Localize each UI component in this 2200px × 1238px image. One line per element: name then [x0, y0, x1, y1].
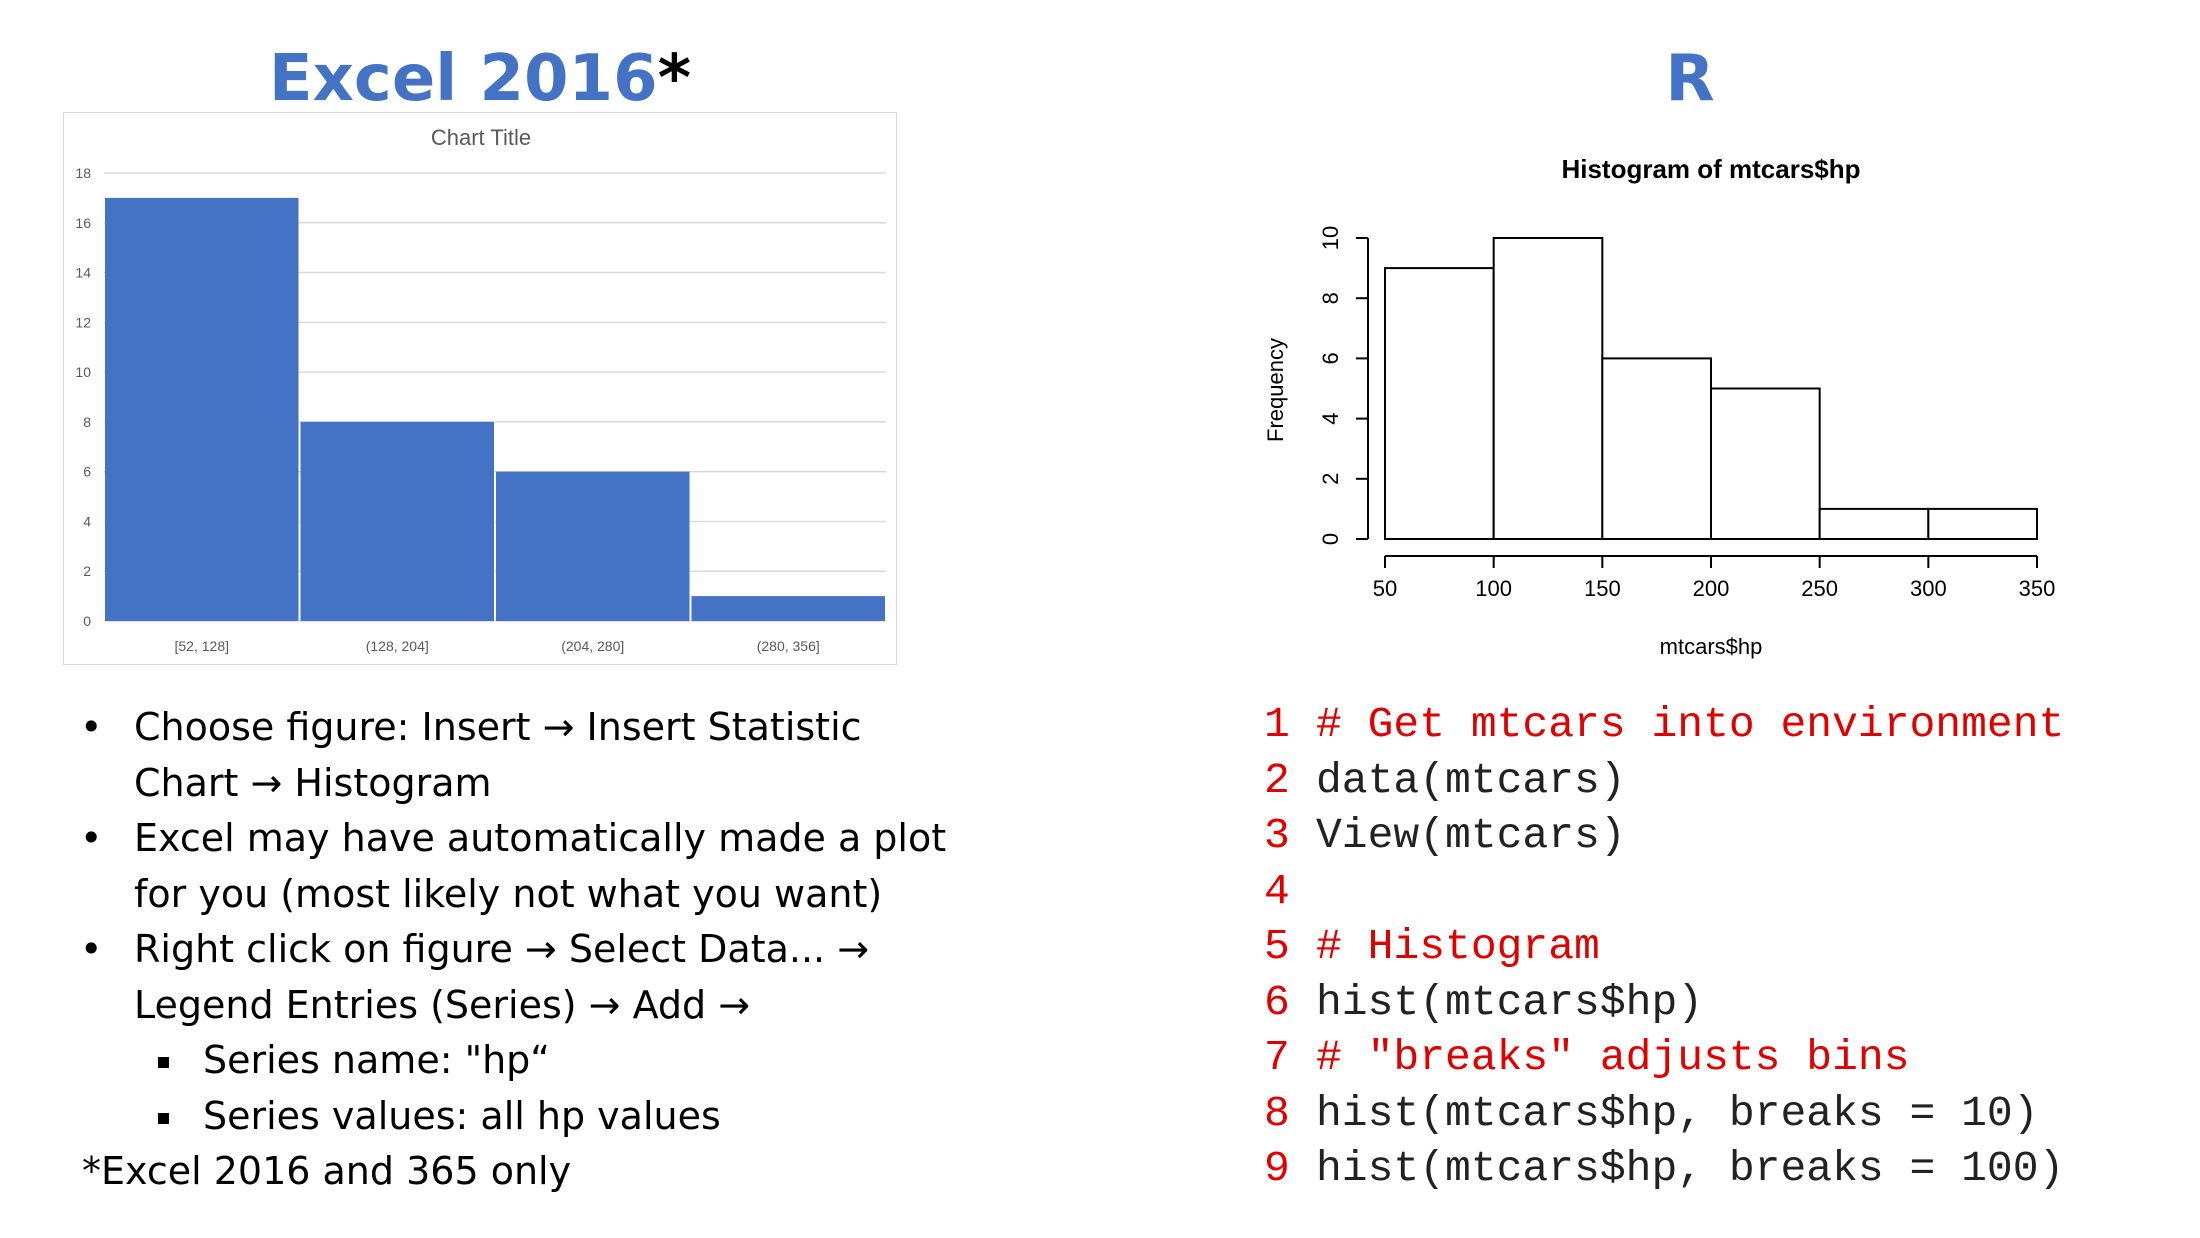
code-line: 3 View(mtcars) — [1264, 808, 2194, 864]
instruction-bullet: Choose figure: Insert → Insert Statistic… — [80, 700, 980, 811]
histogram-bar — [1384, 267, 1495, 540]
line-number: 9 — [1264, 1144, 1290, 1193]
code-text: hist(mtcars$hp, breaks = 10) — [1316, 1088, 2039, 1138]
histogram-bar — [691, 596, 885, 621]
r-heading: R — [1665, 42, 1715, 116]
code-line: 5 # Histogram — [1264, 919, 2194, 975]
histogram-bar — [105, 197, 299, 621]
line-number: 2 — [1264, 755, 1290, 805]
code-line: 9 hist(mtcars$hp, breaks = 100) — [1264, 1141, 2194, 1197]
x-tick-label: (128, 204] — [366, 638, 429, 654]
y-tick-label: 4 — [83, 513, 91, 529]
line-number: 8 — [1264, 1088, 1290, 1138]
line-number: 3 — [1264, 811, 1290, 860]
code-text: hist(mtcars$hp, breaks = 100) — [1316, 1144, 2065, 1193]
code-comment: # "breaks" adjusts bins — [1316, 1033, 1910, 1082]
code-line: 4 — [1264, 864, 2194, 920]
histogram-bar — [1601, 357, 1713, 540]
instruction-list: Choose figure: Insert → Insert Statistic… — [80, 700, 980, 1200]
x-tick-label: 350 — [2019, 576, 2056, 601]
instruction-sub-bullet: Series values: all hp values — [80, 1089, 980, 1145]
code-text: data(mtcars) — [1316, 755, 1626, 805]
y-tick-label: 0 — [83, 613, 91, 629]
y-tick-label: 16 — [75, 215, 91, 231]
y-tick-label: 2 — [83, 563, 91, 579]
y-tick-label: 2 — [1318, 473, 1343, 485]
histogram-bar — [1818, 507, 1930, 540]
instruction-bullet: Excel may have automatically made a plot… — [80, 811, 980, 922]
r-histogram-chart: Histogram of mtcars$hp 50 100 150 200 250 300 3… — [1240, 140, 2120, 680]
line-number: 6 — [1264, 977, 1290, 1027]
excel-heading-star: * — [657, 42, 692, 116]
instruction-bullet: Right click on figure → Select Data... →… — [80, 922, 980, 1033]
instruction-sub-bullet: Series name: "hp“ — [80, 1033, 980, 1089]
instruction-line: Chart → Histogram — [134, 760, 492, 805]
histogram-bar — [1492, 237, 1604, 540]
y-axis-label: Frequency — [1263, 338, 1288, 442]
code-line: 7 # "breaks" adjusts bins — [1264, 1030, 2194, 1086]
line-number: 1 — [1264, 700, 1290, 749]
y-tick-label: 10 — [75, 364, 91, 380]
histogram-bar — [300, 421, 494, 621]
y-tick-label: 4 — [1318, 412, 1343, 424]
r-code-block: 1 # Get mtcars into environment 2 data(mtca… — [1264, 697, 2194, 1197]
excel-chart-svg: Chart Title 0 2 4 6 8 10 12 14 16 18 [52, 128] (128,… — [75, 125, 886, 654]
x-tick-label: 50 — [1373, 576, 1397, 601]
code-line: 6 hist(mtcars$hp) — [1264, 975, 2194, 1031]
y-tick-label: 18 — [75, 165, 91, 181]
instruction-line: Choose figure: Insert → Insert Statistic — [134, 705, 862, 749]
code-comment: # Get mtcars into environment — [1316, 700, 2065, 749]
x-tick-label: 300 — [1910, 576, 1947, 601]
y-tick-label: 0 — [1318, 533, 1343, 545]
histogram-bar — [1710, 387, 1821, 540]
x-tick-label: (280, 356] — [757, 638, 820, 654]
footnote: *Excel 2016 and 365 only — [82, 1149, 572, 1193]
x-tick-label: 150 — [1584, 576, 1621, 601]
code-line: 2 data(mtcars) — [1264, 753, 2194, 809]
x-axis-label: mtcars$hp — [1660, 634, 1763, 659]
y-tick-label: 8 — [83, 414, 91, 430]
excel-heading: Excel 2016* — [60, 42, 900, 116]
y-tick-label: 6 — [1318, 352, 1343, 364]
x-tick-label: [52, 128] — [175, 638, 230, 654]
code-line: 8 hist(mtcars$hp, breaks = 10) — [1264, 1086, 2194, 1142]
instruction-line: Excel may have automatically made a plot — [134, 816, 947, 860]
y-tick-label: 8 — [1318, 292, 1343, 304]
instruction-line: Legend Entries (Series) → Add → — [134, 982, 751, 1027]
instruction-line: for you (most likely not what you want) — [134, 871, 883, 916]
code-comment: # Histogram — [1316, 922, 1600, 971]
chart-title: Chart Title — [431, 125, 531, 150]
x-tick-label: (204, 280] — [561, 638, 624, 654]
chart-title: Histogram of mtcars$hp — [1561, 154, 1860, 184]
line-number: 7 — [1264, 1033, 1290, 1082]
x-tick-label: 200 — [1693, 576, 1730, 601]
histogram-bar — [496, 471, 690, 621]
line-number: 5 — [1264, 922, 1290, 971]
instruction-line: Right click on figure → Select Data... → — [134, 927, 870, 971]
y-tick-label: 12 — [75, 314, 91, 330]
excel-histogram-chart[interactable]: Chart Title 0 2 4 6 8 10 12 14 16 18 [52, 128] (128,… — [63, 112, 897, 665]
y-tick-label: 6 — [83, 464, 91, 480]
y-tick-label: 10 — [1318, 226, 1343, 250]
x-tick-label: 100 — [1475, 576, 1512, 601]
x-tick-label: 250 — [1801, 576, 1838, 601]
y-tick-label: 14 — [75, 265, 91, 281]
code-text: View(mtcars) — [1316, 811, 1626, 860]
line-number: 4 — [1264, 866, 1290, 916]
histogram-bar — [1927, 507, 2038, 540]
code-text: hist(mtcars$hp) — [1316, 977, 1704, 1027]
code-line: 1 # Get mtcars into environment — [1264, 697, 2194, 753]
excel-heading-text: Excel 2016 — [268, 42, 658, 116]
